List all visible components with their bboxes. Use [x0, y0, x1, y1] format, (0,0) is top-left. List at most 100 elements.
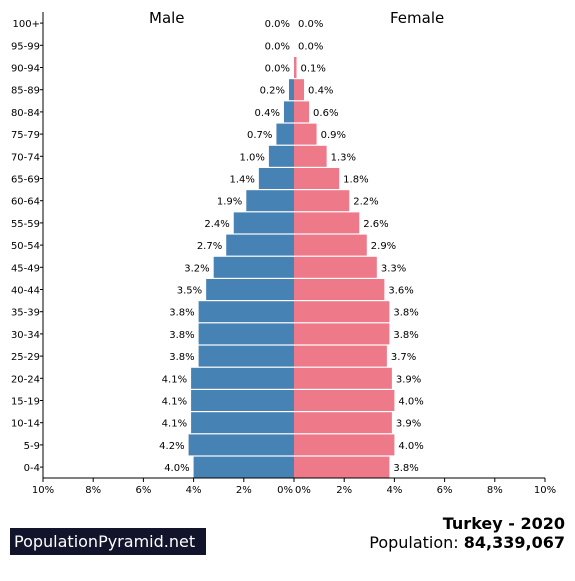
male-value-label: 4.1% [162, 419, 187, 430]
female-bar [294, 323, 390, 345]
male-bar [258, 168, 294, 189]
x-tick-label: 10% [32, 485, 54, 496]
male-value-label: 0.4% [255, 108, 280, 119]
male-value-label: 0.0% [265, 64, 290, 75]
male-bar [191, 390, 294, 411]
female-bar [294, 345, 387, 367]
male-value-label: 2.7% [197, 241, 222, 252]
age-group-label: 85-89 [11, 86, 40, 97]
age-group-label: 40-44 [11, 286, 40, 297]
female-value-label: 1.8% [343, 175, 368, 186]
population-pyramid-chart: 100+ 0.0% 0.0% 95-99 0.0% 0.0% 90-94 0.0% 0.1% 85… [11, 12, 556, 496]
male-bar [288, 79, 294, 101]
female-value-label: 3.3% [381, 263, 406, 274]
male-value-label: 4.1% [162, 397, 187, 408]
male-value-label: 4.1% [162, 374, 187, 385]
female-value-label: 2.2% [353, 197, 378, 208]
female-bar [294, 168, 340, 189]
female-bar [294, 101, 310, 123]
population-value: 84,339,067 [463, 533, 565, 552]
brand-logo[interactable]: PopulationPyramid.net [10, 528, 206, 555]
age-group-label: 20-24 [11, 374, 40, 385]
x-tick-label: 8% [85, 485, 101, 496]
male-bar [226, 234, 294, 256]
country-year-title: Turkey - 2020 [442, 514, 565, 533]
female-value-label: 3.6% [388, 286, 413, 297]
age-group-label: 95-99 [11, 41, 40, 52]
female-bar [294, 123, 317, 145]
female-value-label: 0.0% [298, 41, 323, 52]
male-bar [268, 145, 294, 167]
male-value-label: 1.4% [229, 175, 254, 186]
x-tick-label: 0% [295, 485, 311, 496]
male-bar [198, 301, 294, 323]
male-value-label: 3.8% [169, 330, 194, 341]
female-value-label: 0.9% [321, 130, 346, 141]
x-tick-label: 6% [135, 485, 151, 496]
female-value-label: 3.7% [391, 352, 416, 363]
female-value-label: 3.8% [393, 463, 418, 474]
male-label: Male [149, 9, 185, 27]
female-value-label: 2.6% [363, 219, 388, 230]
male-value-label: 0.0% [265, 41, 290, 52]
male-value-label: 3.2% [184, 263, 209, 274]
age-group-label: 65-69 [11, 175, 40, 186]
female-bar [294, 79, 305, 101]
population-line: Population: 84,339,067 [369, 533, 565, 552]
male-value-label: 4.0% [164, 463, 189, 474]
age-group-label: 45-49 [11, 263, 40, 274]
female-value-label: 0.6% [313, 108, 338, 119]
age-group-label: 50-54 [11, 241, 40, 252]
x-tick-label: 0% [277, 485, 293, 496]
male-bar [198, 323, 294, 345]
male-value-label: 2.4% [204, 219, 229, 230]
age-group-label: 15-19 [11, 397, 40, 408]
male-value-label: 1.9% [217, 197, 242, 208]
age-group-label: 60-64 [11, 197, 40, 208]
female-bar [294, 301, 390, 323]
age-group-label: 75-79 [11, 130, 40, 141]
male-bar [206, 279, 294, 300]
x-tick-label: 8% [487, 485, 503, 496]
age-group-label: 5-9 [24, 441, 40, 452]
male-bar [198, 345, 294, 367]
female-bar [294, 434, 395, 456]
female-bar [294, 190, 350, 212]
female-bar [294, 234, 367, 256]
male-value-label: 0.2% [260, 86, 285, 97]
age-group-label: 0-4 [24, 463, 40, 474]
female-bar [294, 456, 390, 478]
female-bar [294, 279, 385, 300]
male-bar [191, 367, 294, 389]
female-value-label: 0.4% [308, 86, 333, 97]
male-bar [246, 190, 294, 212]
male-value-label: 4.2% [159, 441, 184, 452]
male-bar [233, 212, 294, 234]
age-group-label: 70-74 [11, 152, 40, 163]
male-value-label: 3.8% [169, 352, 194, 363]
age-group-label: 35-39 [11, 308, 40, 319]
female-bar [294, 390, 395, 411]
female-bar [294, 212, 360, 234]
female-value-label: 4.0% [398, 397, 423, 408]
female-bar [294, 145, 327, 167]
age-group-label: 80-84 [11, 108, 40, 119]
age-group-label: 100+ [13, 19, 40, 30]
female-bar [294, 412, 392, 434]
female-value-label: 4.0% [398, 441, 423, 452]
female-value-label: 0.0% [298, 19, 323, 30]
male-bar [188, 434, 294, 456]
female-value-label: 3.8% [393, 330, 418, 341]
male-value-label: 0.7% [247, 130, 272, 141]
male-bar [213, 256, 294, 278]
female-value-label: 2.9% [371, 241, 396, 252]
age-group-label: 55-59 [11, 219, 40, 230]
male-bar [193, 456, 294, 478]
female-value-label: 3.8% [393, 308, 418, 319]
age-group-label: 25-29 [11, 352, 40, 363]
female-bar [294, 367, 392, 389]
female-value-label: 1.3% [331, 152, 356, 163]
female-bar [294, 57, 297, 78]
male-value-label: 3.5% [177, 286, 202, 297]
male-value-label: 0.0% [265, 19, 290, 30]
